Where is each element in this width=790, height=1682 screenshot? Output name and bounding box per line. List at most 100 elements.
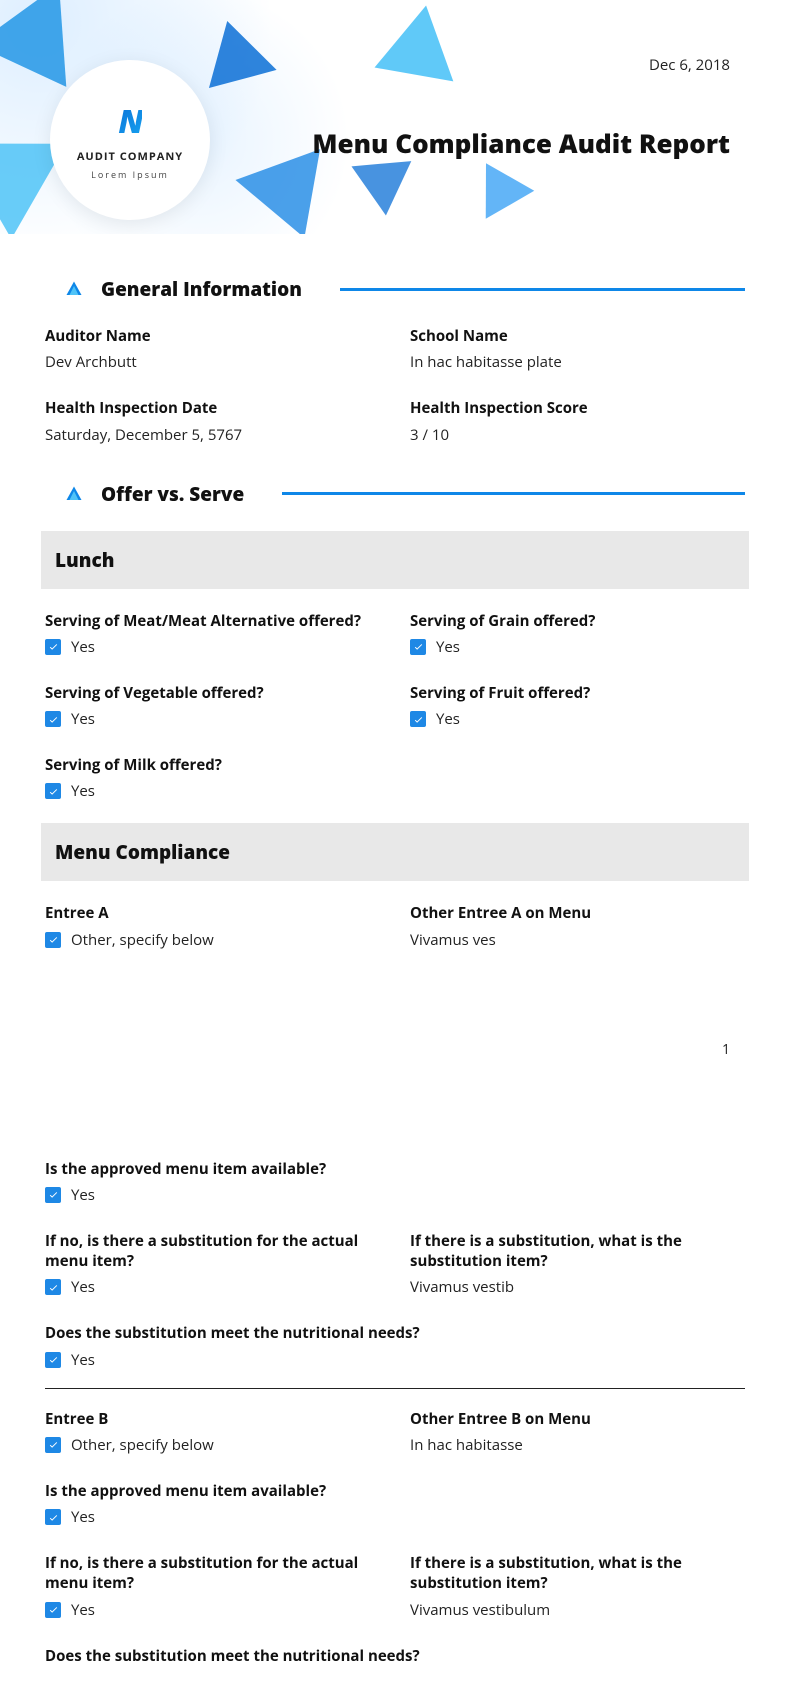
checkbox-checked-icon — [45, 1279, 61, 1295]
field-fruit: Serving of Fruit offered? Yes — [410, 683, 745, 729]
field-value: Vivamus vestibulum — [410, 1600, 745, 1620]
field-value: Vivamus vestib — [410, 1277, 745, 1297]
checkbox-checked-icon — [410, 639, 426, 655]
field-label: Auditor Name — [45, 326, 380, 346]
field-label: Serving of Milk offered? — [45, 755, 380, 775]
check-row: Other, specify below — [45, 930, 380, 950]
check-row: Yes — [45, 1277, 380, 1297]
report-title: Menu Compliance Audit Report — [312, 125, 730, 161]
check-label: Other, specify below — [71, 930, 214, 950]
section-title: General Information — [101, 276, 302, 302]
field-label: Serving of Meat/Meat Alternative offered… — [45, 611, 380, 631]
field-label: If there is a substitution, what is the … — [410, 1231, 745, 1272]
field-value: In hac habitasse — [410, 1435, 745, 1455]
logo-tagline: Lorem Ipsum — [91, 168, 169, 181]
field-label: Entree A — [45, 903, 380, 923]
field-auditor-name: Auditor Name Dev Archbutt — [45, 326, 380, 372]
field-label: Serving of Fruit offered? — [410, 683, 745, 703]
field-label: If there is a substitution, what is the … — [410, 1553, 745, 1594]
field-milk: Serving of Milk offered? Yes — [45, 755, 380, 801]
field-inspection-date: Health Inspection Date Saturday, Decembe… — [45, 398, 380, 444]
field-nutritional-b: Does the substitution meet the nutrition… — [45, 1646, 745, 1672]
field-school-name: School Name In hac habitasse plate — [410, 326, 745, 372]
field-label: Other Entree B on Menu — [410, 1409, 745, 1429]
check-label: Yes — [71, 1507, 95, 1527]
field-value: 3 / 10 — [410, 425, 745, 445]
field-label: Is the approved menu item available? — [45, 1159, 745, 1179]
subsection-lunch: Lunch — [41, 531, 749, 589]
section-title: Offer vs. Serve — [101, 481, 244, 507]
logo-company-name: AUDIT COMPANY — [77, 149, 183, 164]
checkbox-checked-icon — [45, 639, 61, 655]
section-rule — [340, 288, 745, 291]
page-number: 1 — [0, 960, 790, 1119]
report-header: N AUDIT COMPANY Lorem Ipsum Dec 6, 2018 … — [0, 0, 790, 234]
field-label: Other Entree A on Menu — [410, 903, 745, 923]
check-label: Yes — [71, 1277, 95, 1297]
field-other-entree-b: Other Entree B on Menu In hac habitasse — [410, 1409, 745, 1455]
checkbox-checked-icon — [410, 711, 426, 727]
field-label: If no, is there a substitution for the a… — [45, 1231, 380, 1272]
check-label: Yes — [71, 1185, 95, 1205]
check-label: Yes — [71, 781, 95, 801]
field-label: Does the substitution meet the nutrition… — [45, 1323, 745, 1343]
section-rule — [282, 492, 745, 495]
field-other-entree-a: Other Entree A on Menu Vivamus ves — [410, 903, 745, 949]
field-label: Does the substitution meet the nutrition… — [45, 1646, 745, 1666]
check-row: Yes — [45, 709, 380, 729]
report-date: Dec 6, 2018 — [649, 55, 730, 75]
check-label: Yes — [436, 637, 460, 657]
section-header-general: General Information — [65, 276, 745, 302]
checkbox-checked-icon — [45, 711, 61, 727]
field-label: Is the approved menu item available? — [45, 1481, 745, 1501]
divider — [45, 1388, 745, 1389]
checkbox-checked-icon — [45, 1437, 61, 1453]
field-value: Vivamus ves — [410, 930, 745, 950]
checkbox-checked-icon — [45, 1187, 61, 1203]
checkbox-checked-icon — [45, 1352, 61, 1368]
entree-b-grid: Entree B Other, specify below Other Entr… — [45, 1409, 745, 1672]
logo-mark-icon: N — [118, 100, 141, 143]
field-substitution-item-a: If there is a substitution, what is the … — [410, 1231, 745, 1298]
checkbox-checked-icon — [45, 932, 61, 948]
section-icon — [65, 485, 83, 503]
subsection-title: Lunch — [55, 547, 735, 573]
check-label: Yes — [71, 637, 95, 657]
check-row: Yes — [45, 781, 380, 801]
check-label: Yes — [71, 1600, 95, 1620]
check-label: Other, specify below — [71, 1435, 214, 1455]
entree-a-details: Is the approved menu item available? Yes… — [45, 1159, 745, 1370]
subsection-title: Menu Compliance — [55, 839, 735, 865]
field-approved-available-a: Is the approved menu item available? Yes — [45, 1159, 745, 1205]
field-value: Dev Archbutt — [45, 352, 380, 372]
check-label: Yes — [436, 709, 460, 729]
subsection-menu-compliance: Menu Compliance — [41, 823, 749, 881]
field-nutritional-a: Does the substitution meet the nutrition… — [45, 1323, 745, 1369]
company-logo: N AUDIT COMPANY Lorem Ipsum — [50, 60, 210, 220]
field-label: Health Inspection Date — [45, 398, 380, 418]
check-row: Yes — [45, 637, 380, 657]
field-substitution-a: If no, is there a substitution for the a… — [45, 1231, 380, 1298]
field-label: Entree B — [45, 1409, 380, 1429]
field-value: Saturday, December 5, 5767 — [45, 425, 380, 445]
field-label: If no, is there a substitution for the a… — [45, 1553, 380, 1594]
lunch-grid: Serving of Meat/Meat Alternative offered… — [45, 611, 745, 802]
section-header-offer-serve: Offer vs. Serve — [65, 481, 745, 507]
field-label: Health Inspection Score — [410, 398, 745, 418]
entree-a-top: Entree A Other, specify below Other Entr… — [45, 903, 745, 949]
check-row: Yes — [45, 1600, 380, 1620]
check-row: Yes — [410, 637, 745, 657]
check-label: Yes — [71, 709, 95, 729]
field-substitution-item-b: If there is a substitution, what is the … — [410, 1553, 745, 1620]
section-icon — [65, 280, 83, 298]
field-label: Serving of Vegetable offered? — [45, 683, 380, 703]
field-label: Serving of Grain offered? — [410, 611, 745, 631]
check-row: Yes — [45, 1185, 745, 1205]
report-body-page2: Is the approved menu item available? Yes… — [0, 1119, 790, 1682]
field-value: In hac habitasse plate — [410, 352, 745, 372]
field-substitution-b: If no, is there a substitution for the a… — [45, 1553, 380, 1620]
field-inspection-score: Health Inspection Score 3 / 10 — [410, 398, 745, 444]
field-grain: Serving of Grain offered? Yes — [410, 611, 745, 657]
checkbox-checked-icon — [45, 783, 61, 799]
check-row: Yes — [45, 1507, 745, 1527]
